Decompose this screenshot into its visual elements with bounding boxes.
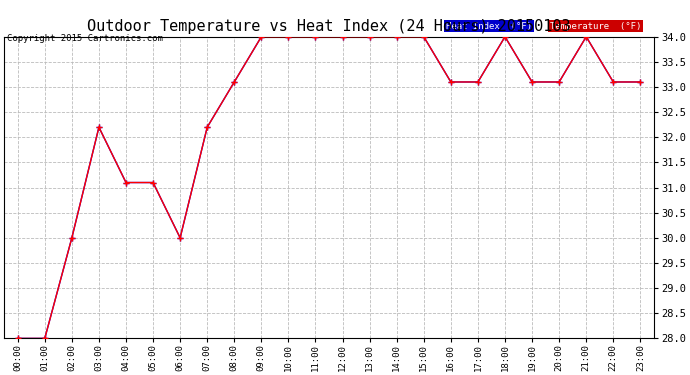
Text: Temperature  (°F): Temperature (°F) <box>550 22 641 31</box>
Text: Copyright 2015 Cartronics.com: Copyright 2015 Cartronics.com <box>7 34 163 43</box>
Title: Outdoor Temperature vs Heat Index (24 Hours) 20150103: Outdoor Temperature vs Heat Index (24 Ho… <box>87 19 571 34</box>
Text: Heat Index  (°F): Heat Index (°F) <box>446 22 532 31</box>
